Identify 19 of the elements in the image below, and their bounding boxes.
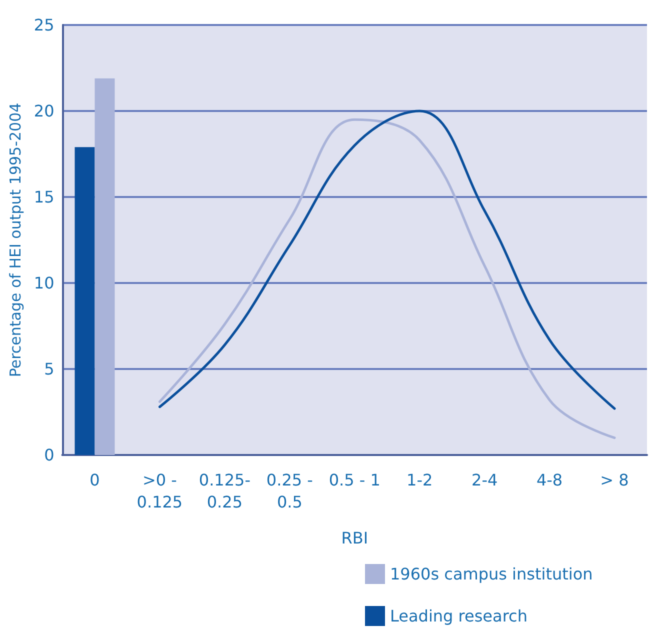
y-tick-label: 0 bbox=[44, 446, 54, 464]
legend-label: 1960s campus institution bbox=[390, 564, 593, 584]
y-axis-title: Percentage of HEI output 1995-2004 bbox=[6, 102, 24, 378]
x-tick-label: 4-8 bbox=[536, 470, 563, 490]
x-tick-label: 0.25 - 0.5 bbox=[266, 470, 313, 512]
x-tick-label: >0 - 0.125 bbox=[136, 470, 183, 512]
x-tick-label: 0 bbox=[90, 470, 100, 490]
x-tick-label: 1-2 bbox=[406, 470, 433, 490]
y-tick-label: 15 bbox=[34, 188, 54, 206]
x-tick-label: 0.5 - 1 bbox=[328, 470, 380, 490]
x-tick-label: 0.125- 0.25 bbox=[198, 470, 250, 512]
x-axis-title: RBI bbox=[341, 528, 368, 548]
y-tick-label: 5 bbox=[44, 360, 54, 378]
x-tick-label: 2-4 bbox=[472, 470, 498, 490]
y-tick-label: 25 bbox=[34, 16, 54, 34]
legend-label: Leading research bbox=[390, 606, 528, 626]
y-tick-label: 20 bbox=[34, 102, 54, 120]
y-tick-label: 10 bbox=[34, 274, 54, 292]
x-tick-label: > 8 bbox=[600, 470, 629, 490]
